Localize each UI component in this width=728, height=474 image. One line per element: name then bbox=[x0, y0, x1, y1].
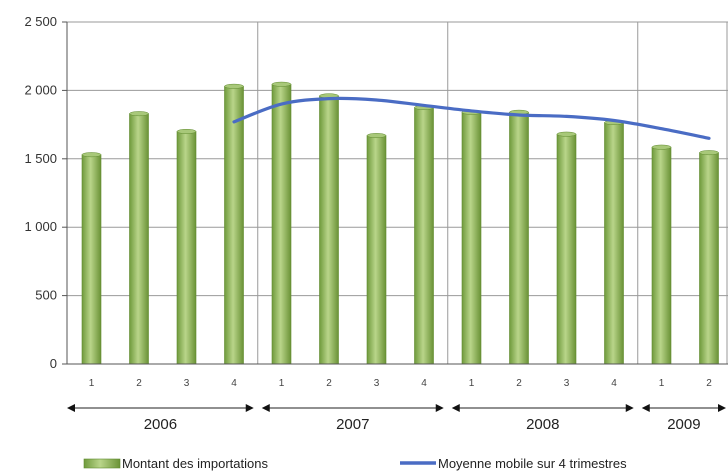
y-tick-label: 2 500 bbox=[24, 14, 57, 29]
quarter-tick-label: 4 bbox=[611, 378, 617, 389]
bar bbox=[129, 113, 149, 365]
quarter-tick-label: 1 bbox=[469, 378, 475, 389]
quarter-tick-label: 4 bbox=[231, 378, 237, 389]
quarter-tick-label: 3 bbox=[374, 378, 380, 389]
bar bbox=[271, 83, 292, 365]
bars bbox=[81, 81, 719, 365]
bar bbox=[461, 111, 482, 365]
legend-label-bars: Montant des importations bbox=[122, 456, 268, 471]
bar-top bbox=[129, 111, 149, 117]
legend: Montant des importations Moyenne mobile s… bbox=[83, 456, 627, 471]
bar bbox=[176, 131, 197, 365]
bar-top bbox=[81, 152, 102, 158]
y-tick-label: 500 bbox=[35, 288, 57, 303]
legend-label-line: Moyenne mobile sur 4 trimestres bbox=[438, 456, 627, 471]
bar-top bbox=[651, 144, 672, 150]
y-tick-label: 1 500 bbox=[24, 151, 57, 166]
bar-top bbox=[224, 83, 244, 89]
year-bracket-arrow-right bbox=[435, 404, 444, 412]
quarter-tick-label: 2 bbox=[516, 378, 522, 389]
legend-swatch-bars bbox=[83, 458, 121, 469]
year-label: 2006 bbox=[144, 416, 177, 433]
y-axis: 0 500 1 000 1 500 2 000 2 500 bbox=[24, 14, 68, 371]
quarter-tick-label: 1 bbox=[89, 378, 95, 389]
quarter-tick-label: 1 bbox=[659, 378, 665, 389]
x-axis: 1 2 3 4 1 2 3 4 1 2 3 4 1 2 2006 2007 2008 2009 bbox=[67, 363, 728, 433]
bar bbox=[224, 85, 244, 365]
moving-average-series-line bbox=[232, 96, 711, 140]
quarter-tick-label: 3 bbox=[564, 378, 570, 389]
bar-top bbox=[271, 81, 292, 87]
bar-top bbox=[556, 131, 577, 137]
bar bbox=[366, 135, 387, 365]
quarter-tick-label: 4 bbox=[421, 378, 427, 389]
moving-average-line bbox=[232, 96, 711, 140]
bar bbox=[319, 95, 339, 365]
year-bracket-arrow-right bbox=[245, 404, 254, 412]
bar bbox=[81, 154, 102, 365]
quarter-tick-label: 2 bbox=[326, 378, 332, 389]
y-tick-label: 1 000 bbox=[24, 219, 57, 234]
bar-top bbox=[699, 150, 719, 156]
y-tick-label: 2 000 bbox=[24, 82, 57, 97]
bar bbox=[604, 122, 624, 365]
quarter-tick-label: 2 bbox=[706, 378, 712, 389]
year-label: 2008 bbox=[526, 416, 559, 433]
year-bracket-arrow-left bbox=[641, 404, 650, 412]
year-bracket-arrow-right bbox=[625, 404, 634, 412]
year-bracket-arrow-left bbox=[67, 404, 75, 412]
bar bbox=[509, 111, 529, 365]
quarter-tick-label: 3 bbox=[184, 378, 190, 389]
gridlines bbox=[67, 21, 728, 364]
bar-top bbox=[176, 128, 197, 134]
bar bbox=[651, 146, 672, 365]
year-label: 2007 bbox=[336, 416, 369, 433]
quarter-tick-label: 1 bbox=[279, 378, 285, 389]
bar bbox=[556, 133, 577, 365]
bar bbox=[414, 107, 434, 365]
year-bracket-arrow-left bbox=[451, 404, 460, 412]
bar bbox=[699, 152, 719, 365]
year-label: 2009 bbox=[667, 416, 700, 433]
bar-top bbox=[366, 133, 387, 138]
year-bracket-arrow-left bbox=[261, 404, 270, 412]
year-bracket-arrow-right bbox=[718, 404, 726, 412]
quarter-tick-label: 2 bbox=[136, 378, 142, 389]
y-tick-label: 0 bbox=[50, 356, 57, 371]
